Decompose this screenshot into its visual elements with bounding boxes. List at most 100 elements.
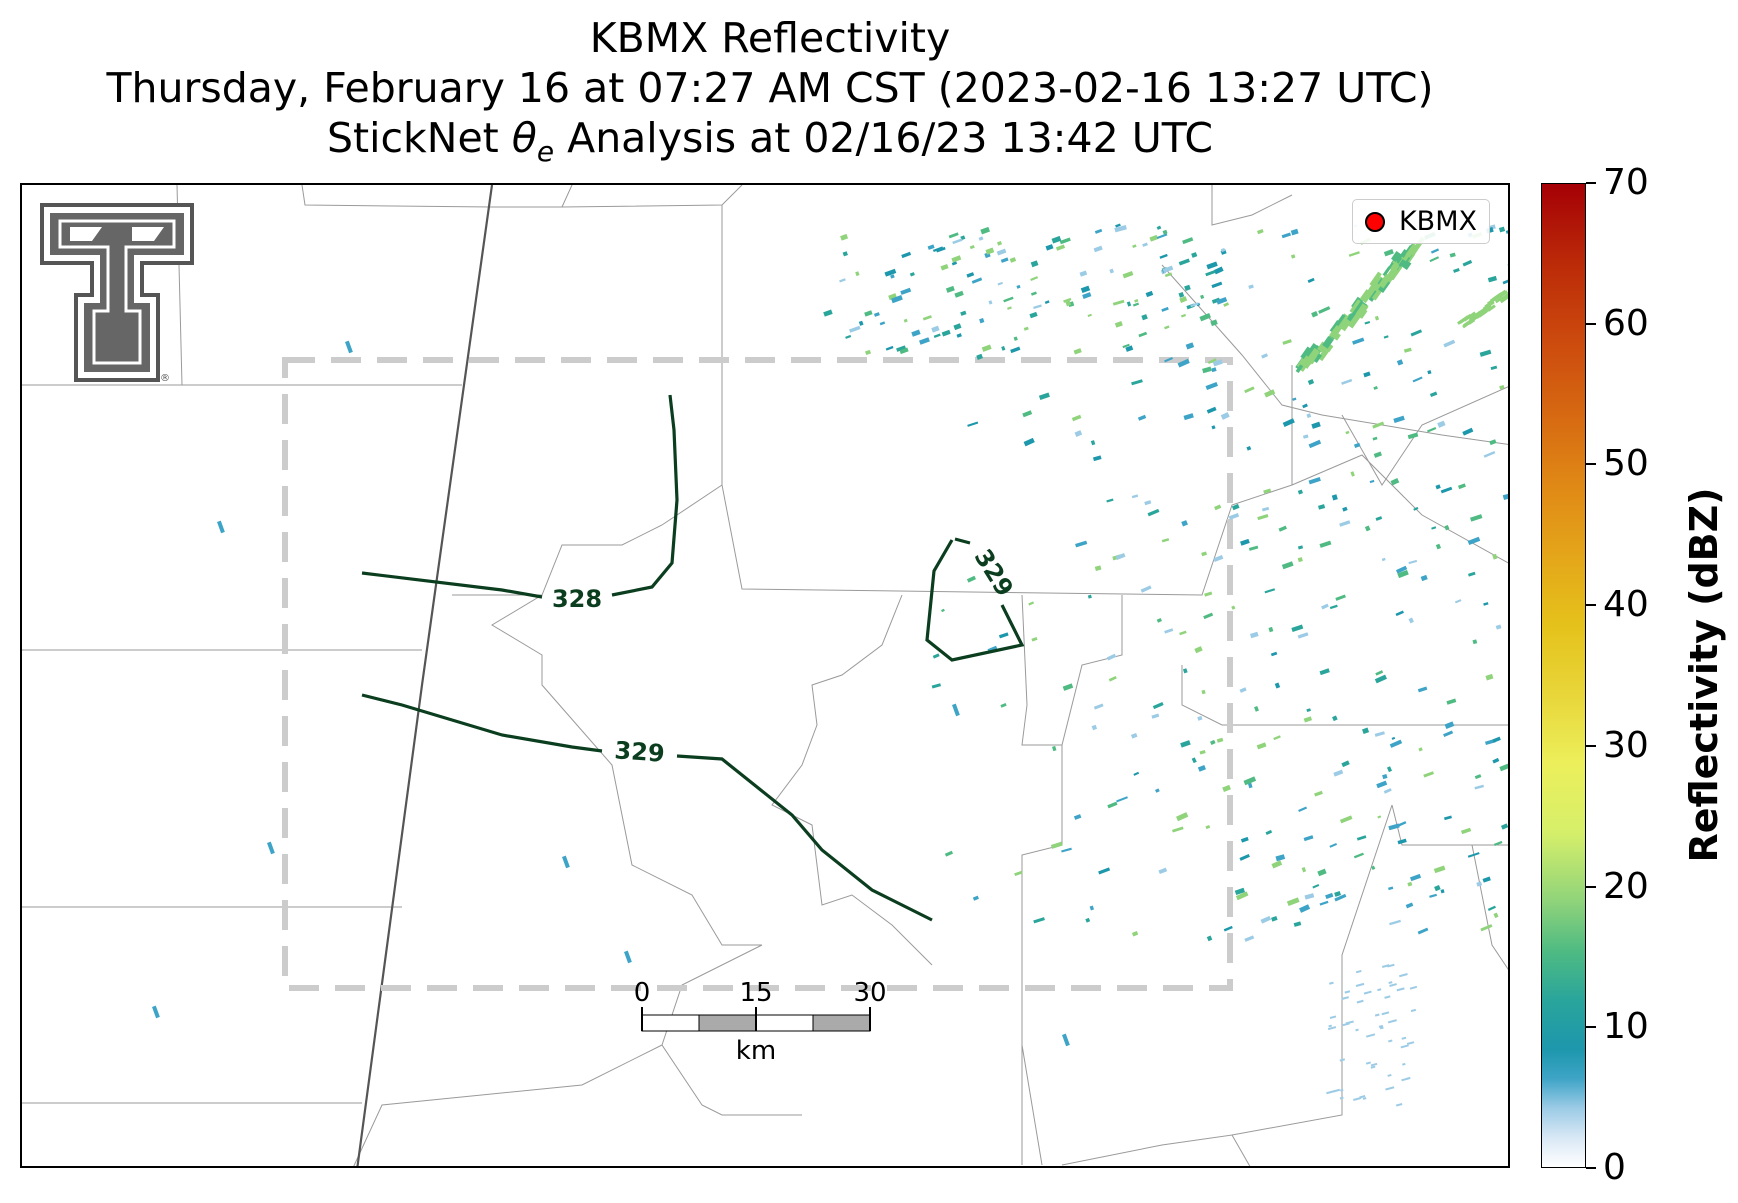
echo-cell bbox=[1374, 674, 1387, 684]
echo-cell bbox=[1388, 823, 1400, 831]
echo-cell bbox=[1302, 403, 1308, 409]
echo-cell bbox=[1089, 905, 1095, 911]
echo-cell bbox=[1474, 774, 1482, 780]
echo-cell bbox=[1191, 757, 1197, 764]
echo-cell bbox=[1073, 814, 1082, 820]
echo-cell bbox=[1291, 624, 1304, 633]
echo-cell bbox=[981, 344, 992, 352]
echo-cell bbox=[1349, 311, 1358, 321]
echo-cell bbox=[1261, 506, 1270, 512]
echo-cell bbox=[884, 268, 897, 277]
echo-cell bbox=[1302, 434, 1309, 439]
echo-cell bbox=[1388, 886, 1394, 891]
echo-cell bbox=[1339, 815, 1353, 824]
echo-cell bbox=[927, 244, 935, 250]
contour-label-328: 328 bbox=[552, 585, 602, 613]
echo-cell bbox=[1385, 1086, 1395, 1091]
echo-cell bbox=[1323, 342, 1334, 353]
echo-cell bbox=[1131, 494, 1139, 499]
echo-cell bbox=[1164, 325, 1170, 330]
reflectivity-echoes bbox=[152, 223, 1508, 1107]
echo-cell bbox=[1341, 996, 1349, 1000]
echo-cell bbox=[941, 329, 951, 337]
echo-cell bbox=[1185, 342, 1195, 350]
echo-cell bbox=[945, 285, 955, 293]
echo-cell bbox=[1454, 599, 1462, 604]
echo-cell bbox=[901, 251, 912, 259]
echo-cell bbox=[1122, 343, 1130, 349]
map-panel[interactable]: 328 329 329 ® 0 15 30 km KBM bbox=[20, 183, 1510, 1168]
echo-cell bbox=[1313, 353, 1322, 363]
echo-cell bbox=[1149, 234, 1159, 242]
echo-cell bbox=[1009, 257, 1017, 263]
echo-cell bbox=[1472, 639, 1478, 645]
echo-cell bbox=[1443, 339, 1456, 348]
echo-cell bbox=[1492, 553, 1498, 560]
echo-cell bbox=[1423, 771, 1434, 778]
echo-cell bbox=[1029, 311, 1038, 319]
echo-cell bbox=[1112, 299, 1125, 306]
echo-cell bbox=[1341, 760, 1350, 768]
echo-cell bbox=[1298, 806, 1308, 813]
echo-cell bbox=[1360, 289, 1373, 303]
echo-cell bbox=[849, 325, 861, 333]
echo-cell bbox=[1467, 852, 1480, 858]
echo-cell bbox=[1387, 1019, 1397, 1024]
echo-cell bbox=[1396, 987, 1405, 992]
echo-cell bbox=[1071, 414, 1082, 422]
contour-line-329-closed-b bbox=[954, 537, 971, 545]
echo-cell bbox=[1494, 295, 1504, 304]
echo-cell bbox=[1152, 702, 1164, 710]
echo-cell bbox=[1278, 525, 1287, 532]
echo-cell bbox=[1162, 265, 1174, 273]
echo-cell bbox=[1144, 500, 1152, 506]
svg-text:®: ® bbox=[160, 373, 170, 384]
echo-cell bbox=[1333, 1088, 1341, 1093]
echo-cell bbox=[1391, 736, 1396, 740]
echo-cell bbox=[900, 287, 912, 295]
echo-cell bbox=[1374, 731, 1385, 737]
echo-cell bbox=[1206, 406, 1217, 414]
echo-cell bbox=[1178, 292, 1185, 298]
echo-cell bbox=[944, 850, 954, 857]
echo-cell bbox=[1483, 450, 1496, 458]
echo-cell bbox=[891, 295, 903, 304]
echo-cell bbox=[1114, 320, 1123, 328]
echo-cell bbox=[1022, 410, 1033, 418]
echo-cell bbox=[1240, 836, 1249, 843]
echo-cell bbox=[899, 347, 909, 355]
echo-cell bbox=[1107, 801, 1118, 809]
echo-cell bbox=[1499, 384, 1505, 390]
echo-cell bbox=[1235, 891, 1249, 901]
echo-cell bbox=[1444, 721, 1455, 729]
echo-cell bbox=[1028, 601, 1035, 606]
map-legend: KBMX bbox=[1351, 199, 1490, 244]
echo-cell bbox=[1063, 297, 1072, 303]
echo-cell bbox=[1446, 698, 1457, 705]
echo-cell bbox=[1327, 1026, 1337, 1031]
echo-cell bbox=[1305, 347, 1321, 365]
echo-cell bbox=[1482, 876, 1491, 883]
echo-cell bbox=[1164, 628, 1174, 634]
texas-tech-logo: ® bbox=[40, 203, 194, 384]
echo-cell bbox=[948, 232, 959, 239]
echo-cell bbox=[1403, 347, 1412, 353]
echo-cell bbox=[1328, 981, 1334, 985]
echo-cell bbox=[1470, 514, 1483, 522]
echo-cell bbox=[1312, 884, 1320, 889]
echo-cell bbox=[1222, 784, 1231, 792]
echo-cell bbox=[1383, 788, 1392, 794]
echo-cell bbox=[1223, 302, 1230, 307]
echo-cell bbox=[1073, 348, 1082, 355]
echo-cell bbox=[1359, 1095, 1366, 1099]
echo-cell bbox=[1356, 999, 1364, 1004]
echo-cell bbox=[1033, 917, 1045, 924]
county-boundaries bbox=[22, 185, 1508, 1166]
echo-cell bbox=[1352, 337, 1365, 345]
echo-cell bbox=[1248, 545, 1259, 551]
echo-cell bbox=[1375, 670, 1384, 676]
echo-cell bbox=[858, 320, 864, 326]
echo-cell bbox=[1453, 267, 1460, 273]
echo-cell bbox=[1074, 430, 1083, 437]
echo-cell bbox=[1177, 358, 1190, 368]
